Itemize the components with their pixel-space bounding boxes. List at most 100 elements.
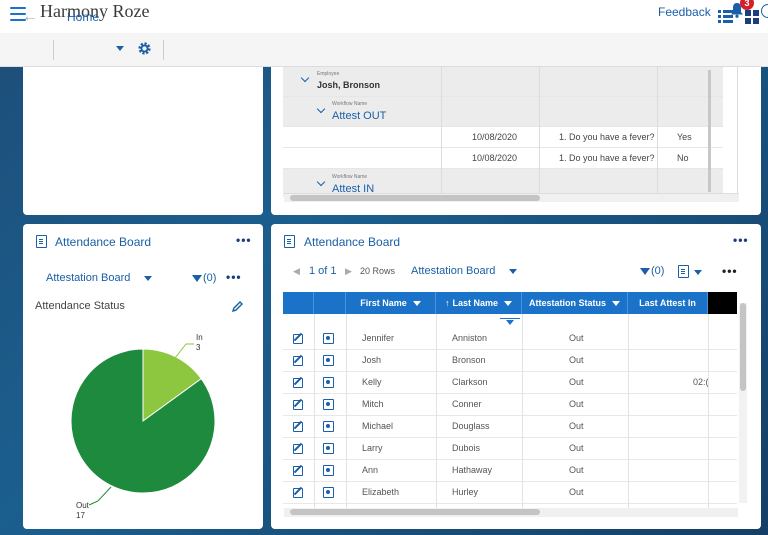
edit-icon[interactable] (293, 444, 303, 454)
first-name-cell: Jennifer (362, 333, 395, 343)
out-value-label: 17 (76, 511, 85, 520)
table-row[interactable]: Ann Hathaway Out (283, 460, 737, 482)
status-cell: Out (569, 487, 584, 497)
export-dropdown-caret-icon[interactable] (694, 270, 702, 275)
filter-button[interactable]: (0) (640, 265, 664, 277)
column-divider (441, 67, 442, 193)
header-cell (283, 292, 314, 314)
horizontal-scrollbar[interactable] (284, 508, 738, 517)
edit-icon[interactable] (293, 400, 303, 410)
date-cell: 10/08/2020 (472, 132, 518, 142)
profile-card-icon[interactable] (323, 421, 334, 432)
profile-card-icon[interactable] (323, 377, 334, 388)
chevron-down-icon[interactable] (612, 301, 620, 307)
feedback-link[interactable]: Feedback (658, 5, 711, 19)
pencil-icon[interactable] (231, 300, 244, 313)
edit-icon[interactable] (293, 488, 303, 498)
chevron-down-icon[interactable] (504, 301, 513, 307)
more-options-icon[interactable]: ••• (236, 233, 252, 247)
last-name-cell: Douglass (452, 421, 490, 431)
profile-card-icon[interactable] (323, 487, 334, 498)
in-label: In (196, 333, 203, 342)
workflow-group-row[interactable]: Workflow Name Attest IN (283, 169, 723, 197)
table-row[interactable]: Michael Douglass Out (283, 416, 737, 438)
table-row[interactable]: 10/08/2020 1. Do you have a fever? No (283, 148, 723, 169)
more-options-icon[interactable]: ••• (733, 233, 749, 247)
vertical-scrollbar[interactable] (739, 303, 747, 503)
view-dropdown-caret-icon[interactable] (144, 276, 152, 281)
profile-card-icon[interactable] (323, 399, 334, 410)
column-first-name[interactable]: First Name (346, 292, 436, 314)
table-row[interactable]: Larry Dubois Out (283, 438, 737, 460)
scroll-thumb[interactable] (290, 195, 540, 201)
out-leader-line (88, 486, 112, 506)
column-label: Last Attest In (639, 298, 696, 308)
workflow-name: Attest IN (332, 183, 375, 195)
view-selector[interactable]: Attestation Board (46, 272, 131, 284)
edit-icon[interactable] (293, 422, 303, 432)
filter-icon (192, 274, 202, 282)
gear-icon[interactable] (137, 41, 152, 56)
answer-cell: No (677, 153, 689, 163)
column-divider (539, 67, 540, 193)
view-dropdown-caret-icon[interactable] (509, 269, 517, 274)
filter-button[interactable]: (0) (192, 272, 216, 284)
panel-title: Attendance Board (55, 235, 152, 249)
export-icon[interactable] (678, 265, 689, 278)
column-attestation-status[interactable]: Attestation Status (522, 292, 628, 314)
toolbar (0, 33, 768, 67)
back-arrow-icon[interactable]: ← (22, 8, 38, 25)
workflow-caption: Workflow Name (332, 174, 368, 180)
table-row[interactable]: 10/08/2020 1. Do you have a fever? Yes (283, 127, 723, 148)
notification-badge: 3 (740, 0, 754, 10)
vertical-scrollbar[interactable] (708, 70, 711, 192)
help-icon[interactable] (761, 4, 768, 18)
edit-icon[interactable] (293, 466, 303, 476)
hamburger-menu-icon[interactable] (10, 7, 26, 23)
chevron-down-icon[interactable] (412, 301, 421, 307)
logo-text: Harmony Roze (40, 1, 150, 21)
profile-card-icon[interactable] (323, 443, 334, 454)
edit-icon[interactable] (293, 334, 303, 344)
table-row[interactable]: Mitch Conner Out (283, 394, 737, 416)
more-options-icon[interactable]: ••• (226, 270, 242, 284)
column-last-attest-in[interactable]: Last Attest In (628, 292, 708, 314)
filter-icon (640, 267, 650, 275)
employee-group-row[interactable]: Employee Josh, Bronson (283, 67, 723, 97)
column-last-name[interactable]: ↑ Last Name (436, 292, 522, 314)
report-icon (284, 235, 295, 248)
grid-view-icon[interactable] (745, 10, 759, 24)
home-dropdown-caret-icon[interactable] (116, 46, 124, 51)
table-row[interactable]: Jennifer Anniston Out (283, 328, 737, 350)
table-row[interactable]: Josh Bronson Out (283, 350, 737, 372)
report-icon (36, 235, 47, 248)
breadcrumb-home[interactable]: Home (67, 10, 100, 24)
chevron-down-icon[interactable] (300, 73, 310, 83)
last-name-cell: Conner (452, 399, 482, 409)
table-row[interactable]: Elizabeth Hurley Out (283, 482, 737, 504)
list-view-icon[interactable] (718, 10, 733, 23)
edit-icon[interactable] (293, 356, 303, 366)
app-logo[interactable]: Harmony Roze (40, 1, 149, 22)
pie-slice-out[interactable] (70, 348, 216, 494)
sort-caret-icon (506, 320, 514, 325)
workflow-group-row[interactable]: Workflow Name Attest OUT (283, 97, 723, 127)
more-options-icon[interactable]: ••• (722, 264, 738, 278)
profile-card-icon[interactable] (323, 465, 334, 476)
chevron-down-icon[interactable] (316, 177, 326, 187)
last-name-cell: Hathaway (452, 465, 493, 475)
in-leader-line (174, 343, 194, 359)
answer-cell: Yes (677, 132, 692, 142)
edit-icon[interactable] (293, 378, 303, 388)
table-row[interactable]: Kelly Clarkson Out 02:( (283, 372, 737, 394)
profile-card-icon[interactable] (323, 355, 334, 366)
scroll-thumb[interactable] (740, 303, 746, 391)
employee-name: Josh, Bronson (317, 80, 381, 90)
prev-page-icon[interactable]: ◀ (293, 266, 300, 276)
next-page-icon[interactable]: ▶ (345, 266, 352, 276)
chevron-down-icon[interactable] (316, 104, 326, 114)
scroll-thumb[interactable] (290, 509, 540, 515)
view-selector[interactable]: Attestation Board (411, 265, 496, 277)
profile-card-icon[interactable] (323, 333, 334, 344)
horizontal-scrollbar[interactable] (284, 193, 739, 202)
